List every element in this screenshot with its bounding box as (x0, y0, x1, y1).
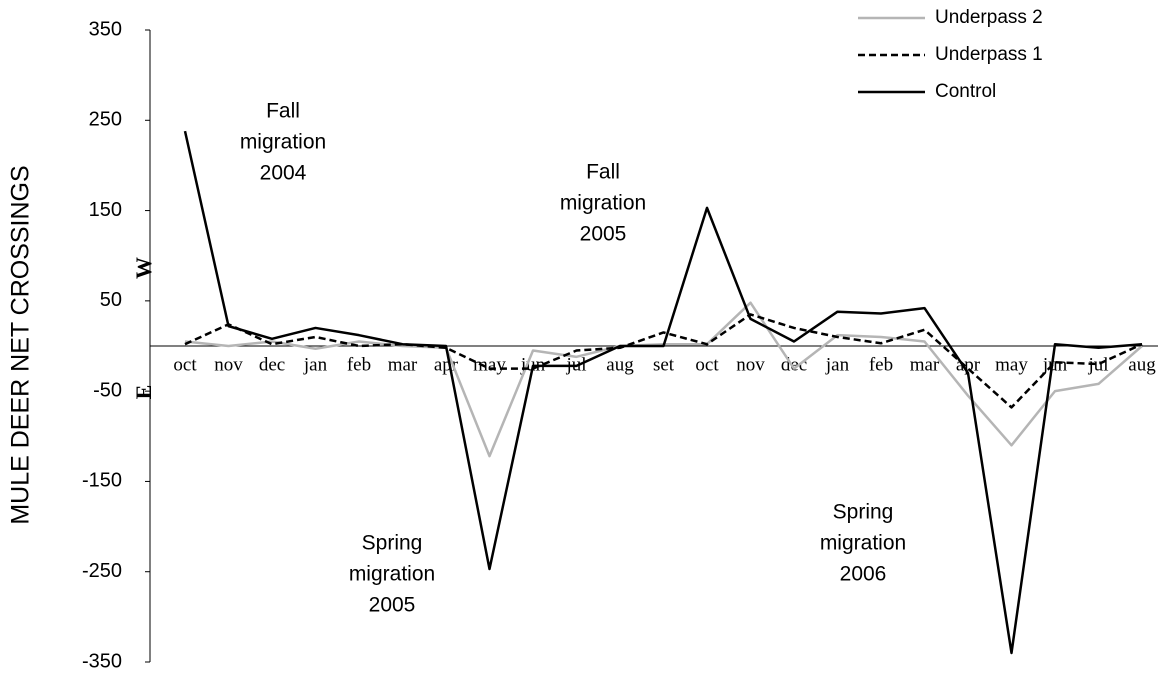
annotation: Fall (266, 100, 300, 123)
x-tick-label: oct (695, 354, 719, 375)
series-line (184, 313, 1143, 409)
x-tick-label: may (473, 354, 506, 375)
x-tick-label: apr (956, 354, 981, 375)
x-tick-label: apr (434, 354, 459, 375)
annotation: 2006 (840, 563, 887, 586)
series-line (183, 130, 1143, 655)
annotation: 2004 (260, 162, 307, 185)
y-tick-label: -350 (82, 650, 122, 672)
legend-label: Underpass 1 (935, 44, 1043, 65)
x-tick-label: nov (214, 354, 243, 375)
x-tick-label: set (653, 354, 675, 375)
x-tick-label: feb (347, 354, 371, 375)
x-tick-label: aug (1128, 354, 1156, 375)
annotation: Spring (833, 501, 894, 524)
x-tick-label: jun (1042, 354, 1068, 375)
x-tick-label: jul (1087, 354, 1108, 375)
legend-label: Control (935, 81, 996, 102)
y-axis-label: MULE DEER NET CROSSINGS (7, 165, 35, 524)
x-tick-label: may (995, 354, 1028, 375)
y-tick-label: -250 (82, 560, 122, 582)
legend-label: Underpass 2 (935, 7, 1043, 28)
annotation: 2005 (580, 223, 627, 246)
x-tick-label: dec (781, 354, 807, 375)
annotation: migration (820, 532, 906, 555)
annotation: Fall (586, 161, 620, 184)
annotation: Spring (362, 532, 423, 555)
direction-label: E (131, 385, 156, 400)
y-tick-label: 150 (89, 199, 122, 221)
x-tick-label: nov (736, 354, 765, 375)
x-tick-label: dec (259, 354, 285, 375)
x-tick-label: feb (869, 354, 893, 375)
direction-label: W (131, 257, 156, 279)
x-tick-label: jan (825, 354, 850, 375)
x-tick-label: jan (303, 354, 328, 375)
x-tick-label: oct (173, 354, 197, 375)
series-line (184, 301, 1143, 458)
y-tick-label: -150 (82, 470, 122, 492)
y-tick-label: -50 (93, 379, 122, 401)
annotation: migration (560, 192, 646, 215)
x-tick-label: aug (606, 354, 634, 375)
x-tick-label: mar (388, 354, 418, 375)
x-tick-label: mar (910, 354, 940, 375)
y-tick-label: 250 (89, 109, 122, 131)
annotation: 2005 (369, 594, 416, 617)
annotation: migration (349, 563, 435, 586)
annotation: migration (240, 131, 326, 154)
y-tick-label: 350 (89, 18, 122, 40)
y-tick-label: 50 (100, 289, 122, 311)
